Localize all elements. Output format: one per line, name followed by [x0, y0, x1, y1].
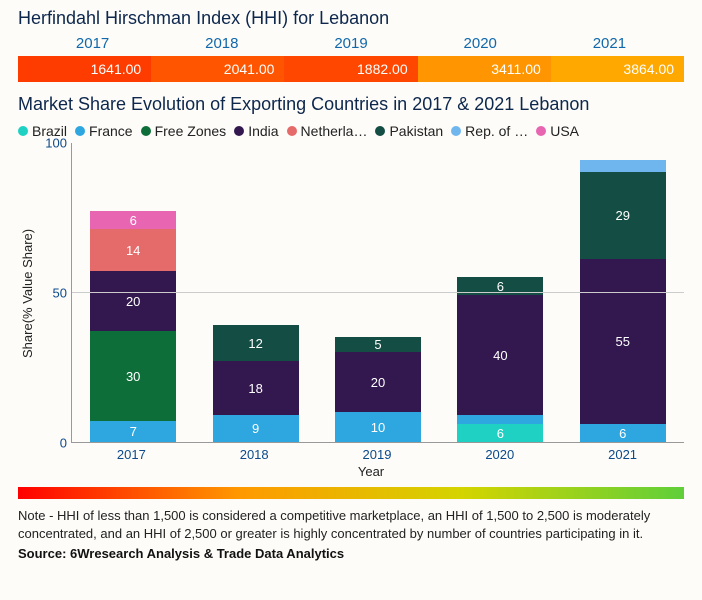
- hhi-values-row: 1641.00 2041.00 1882.00 3411.00 3864.00: [18, 56, 684, 82]
- plot-area: 730201469181210205640665529: [71, 143, 684, 443]
- bar-2018: 91812: [213, 325, 299, 442]
- chart-title: Market Share Evolution of Exporting Coun…: [18, 94, 684, 115]
- legend-item: Rep. of …: [451, 123, 528, 139]
- legend-swatch: [451, 126, 461, 136]
- legend-swatch: [234, 126, 244, 136]
- legend-item: Pakistan: [375, 123, 443, 139]
- legend-label: India: [248, 123, 278, 139]
- segment-pakistan: 29: [580, 172, 666, 259]
- grid-line: [72, 292, 684, 293]
- segment-brazil: 6: [457, 424, 543, 442]
- x-tick: 2021: [580, 447, 666, 462]
- x-axis: 2017 2018 2019 2020 2021: [18, 447, 684, 462]
- x-axis-label: Year: [18, 464, 684, 479]
- segment-france: 6: [580, 424, 666, 442]
- hhi-year: 2018: [157, 35, 286, 52]
- x-tick: 2019: [334, 447, 420, 462]
- hhi-years-row: 2017 2018 2019 2020 2021: [18, 35, 684, 52]
- legend-swatch: [536, 126, 546, 136]
- source-attribution: Source: 6Wresearch Analysis & Trade Data…: [18, 546, 684, 561]
- hhi-year: 2021: [545, 35, 674, 52]
- bars-container: 730201469181210205640665529: [72, 143, 684, 442]
- hhi-title: Herfindahl Hirschman Index (HHI) for Leb…: [18, 8, 684, 29]
- legend-label: Rep. of …: [465, 123, 528, 139]
- bar-2019: 10205: [335, 337, 421, 442]
- bar-2020: 6406: [457, 277, 543, 442]
- x-tick: 2018: [211, 447, 297, 462]
- x-tick: 2020: [457, 447, 543, 462]
- segment-india: 20: [335, 352, 421, 412]
- concentration-gradient-bar: [18, 487, 684, 499]
- hhi-year: 2019: [286, 35, 415, 52]
- segment-free-zones: 30: [90, 331, 176, 421]
- legend-swatch: [141, 126, 151, 136]
- chart-legend: BrazilFranceFree ZonesIndiaNetherla…Paki…: [18, 123, 684, 139]
- y-tick: 50: [53, 286, 67, 301]
- segment-rep-of: [580, 160, 666, 172]
- legend-swatch: [18, 126, 28, 136]
- legend-label: USA: [550, 123, 579, 139]
- hhi-value: 1882.00: [284, 56, 417, 82]
- segment-india: 18: [213, 361, 299, 415]
- y-tick: 0: [60, 436, 67, 451]
- legend-label: Pakistan: [389, 123, 443, 139]
- hhi-note: Note - HHI of less than 1,500 is conside…: [18, 507, 684, 542]
- y-tick: 100: [45, 136, 67, 151]
- hhi-year: 2017: [28, 35, 157, 52]
- hhi-year: 2020: [416, 35, 545, 52]
- segment-france: 7: [90, 421, 176, 442]
- legend-swatch: [375, 126, 385, 136]
- legend-label: France: [89, 123, 133, 139]
- segment-india: 20: [90, 271, 176, 331]
- y-axis: 050100: [37, 143, 71, 443]
- legend-item: Netherla…: [287, 123, 368, 139]
- hhi-value: 2041.00: [151, 56, 284, 82]
- segment-usa: 6: [90, 211, 176, 229]
- legend-item: India: [234, 123, 278, 139]
- segment-india: 40: [457, 295, 543, 415]
- segment-pakistan: 5: [335, 337, 421, 352]
- hhi-value: 3411.00: [418, 56, 551, 82]
- segment-france: 10: [335, 412, 421, 442]
- segment-pakistan: 12: [213, 325, 299, 361]
- legend-item: Free Zones: [141, 123, 227, 139]
- legend-item: France: [75, 123, 133, 139]
- hhi-value: 1641.00: [18, 56, 151, 82]
- y-axis-label: Share(% Value Share): [18, 143, 37, 443]
- legend-swatch: [75, 126, 85, 136]
- bar-2017: 73020146: [90, 211, 176, 442]
- segment-france: 9: [213, 415, 299, 442]
- legend-item: USA: [536, 123, 579, 139]
- legend-swatch: [287, 126, 297, 136]
- segment-netherlands: 14: [90, 229, 176, 271]
- x-tick: 2017: [88, 447, 174, 462]
- stacked-bar-chart: Share(% Value Share) 050100 730201469181…: [18, 143, 684, 443]
- segment-india: 55: [580, 259, 666, 424]
- legend-label: Free Zones: [155, 123, 227, 139]
- hhi-value: 3864.00: [551, 56, 684, 82]
- legend-label: Netherla…: [301, 123, 368, 139]
- segment-france: [457, 415, 543, 424]
- bar-2021: 65529: [580, 160, 666, 442]
